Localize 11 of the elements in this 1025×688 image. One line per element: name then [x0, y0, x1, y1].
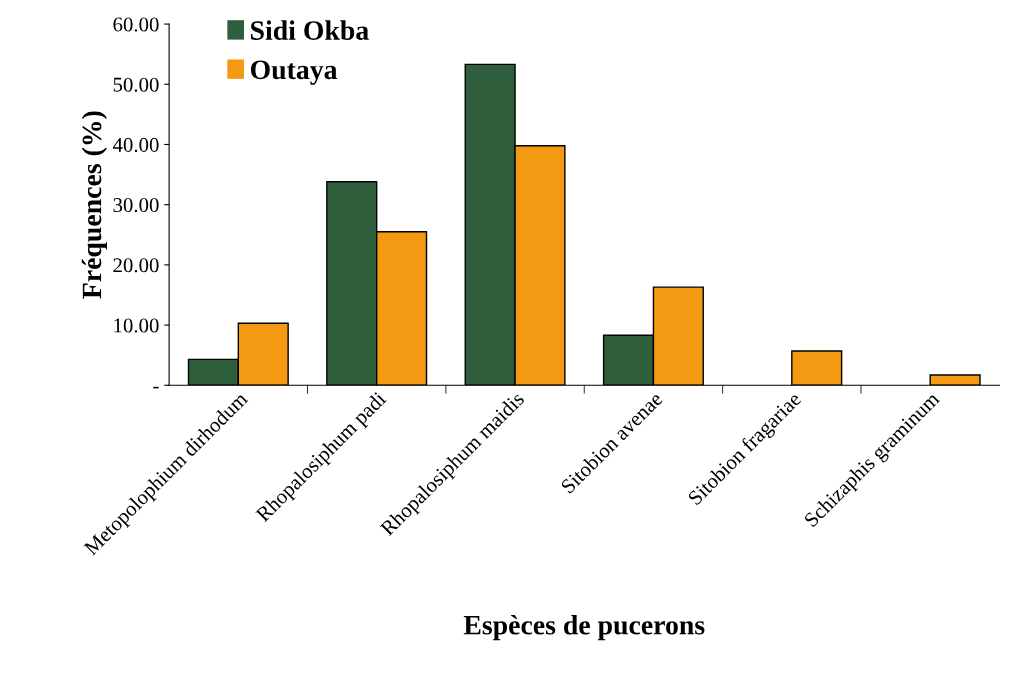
y-tick-label: 40.00	[112, 137, 159, 152]
y-tick-label: 50.00	[113, 77, 159, 92]
y-tick-label: 60.00	[113, 17, 159, 32]
legend-label: Sidi Okba	[251, 20, 369, 40]
y-tick-label: 10.00	[114, 318, 159, 333]
y-tick-label: -	[153, 386, 159, 389]
x-axis-title: Espèces de pucerons	[463, 614, 705, 641]
y-axis-title: Fréquences (%)	[81, 111, 107, 299]
y-tick-label: 30.00	[113, 198, 159, 213]
legend-label: Outaya	[250, 60, 338, 85]
y-tick-label: 20.00	[113, 258, 159, 273]
